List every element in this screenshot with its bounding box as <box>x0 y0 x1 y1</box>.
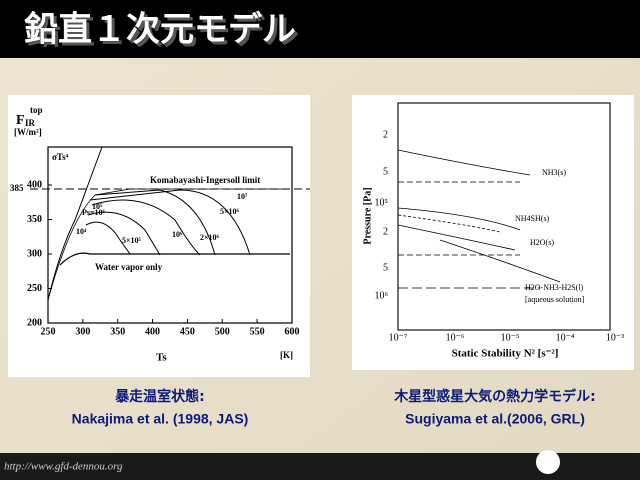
x-tick-label: 300 <box>75 326 90 337</box>
right-figure <box>352 95 634 370</box>
x-unit: [K] <box>280 350 293 360</box>
y-unit: [W/m²] <box>14 127 42 137</box>
y-label: F <box>16 113 25 128</box>
y-tick-label: 400 <box>27 179 42 190</box>
annotation: 5×10⁵ <box>122 236 142 245</box>
x-tick-label: 400 <box>145 326 160 337</box>
marker-label: 385 <box>10 183 24 193</box>
y-tick-label: 350 <box>27 214 42 225</box>
annotation: NH3(s) <box>542 168 566 177</box>
y-tick-label: 10⁶ <box>375 290 389 301</box>
x-tick-label: 10⁻⁷ <box>389 332 408 343</box>
caption: 木星型惑星大気の熱力学モデル: <box>393 388 596 405</box>
x-tick-label: 10⁻⁵ <box>501 332 520 343</box>
annotation: Ps=10⁶ <box>82 208 106 217</box>
footer-bar <box>0 453 640 480</box>
y-label: Pressure [Pa] <box>362 187 373 244</box>
annotation: Water vapor only <box>95 262 163 272</box>
x-label: Static Stability N² [s⁻²] <box>452 348 559 360</box>
annotation: σTs⁴ <box>52 152 69 162</box>
annotation: 10⁴ <box>76 227 87 236</box>
annotation: 10⁷ <box>237 192 248 201</box>
x-tick-label: 600 <box>284 326 299 337</box>
right-plot <box>397 102 611 331</box>
footer-url: http://www.gfd-dennou.org <box>4 461 123 473</box>
y-tick-label: 300 <box>27 248 42 259</box>
annotation: 10⁶ <box>172 230 183 239</box>
annotation: 2×10⁶ <box>200 233 220 242</box>
y-tick-label: 10⁵ <box>375 197 389 208</box>
x-tick-label: 10⁻⁴ <box>556 332 575 343</box>
x-tick-label: 450 <box>180 326 195 337</box>
x-tick-label: 250 <box>41 326 56 337</box>
y-label: top <box>30 105 43 115</box>
x-label: Ts <box>156 352 167 364</box>
annotation: NH4SH(s) <box>515 214 550 223</box>
annotation: Komabayashi-Ingersoll limit <box>150 175 260 185</box>
title-shadow: 鉛直１次元モデル <box>27 13 299 53</box>
annotation: H2O(s) <box>530 238 554 247</box>
x-tick-label: 550 <box>250 326 265 337</box>
caption: Sugiyama et al.(2006, GRL) <box>405 411 585 427</box>
y-tick-label: 200 <box>27 317 42 328</box>
annotation: 10⁵ <box>92 202 103 211</box>
title: 鉛直１次元モデル <box>24 10 296 50</box>
y-tick-label: 2 <box>383 129 388 140</box>
caption: Nakajima et al. (1998, JAS) <box>72 411 249 427</box>
y-tick-label: 2 <box>383 226 388 237</box>
annotation: H2O-NH3-H2S(l) <box>525 283 584 292</box>
caption: 暴走温室状態: <box>114 388 205 405</box>
x-tick-label: 10⁻⁶ <box>446 332 465 343</box>
x-tick-label: 350 <box>110 326 125 337</box>
y-label: IR <box>25 118 36 128</box>
left-plot <box>30 146 310 324</box>
y-tick-label: 5 <box>383 262 388 273</box>
x-tick-label: 500 <box>215 326 230 337</box>
y-tick-label: 5 <box>383 166 388 177</box>
left-figure <box>8 95 310 377</box>
annotation: [aqueous solution] <box>525 295 585 304</box>
title-bar <box>0 0 640 58</box>
x-tick-label: 10⁻³ <box>606 332 624 343</box>
y-tick-label: 250 <box>27 283 42 294</box>
annotation: 5×10⁶ <box>220 207 240 216</box>
logo <box>536 450 560 474</box>
